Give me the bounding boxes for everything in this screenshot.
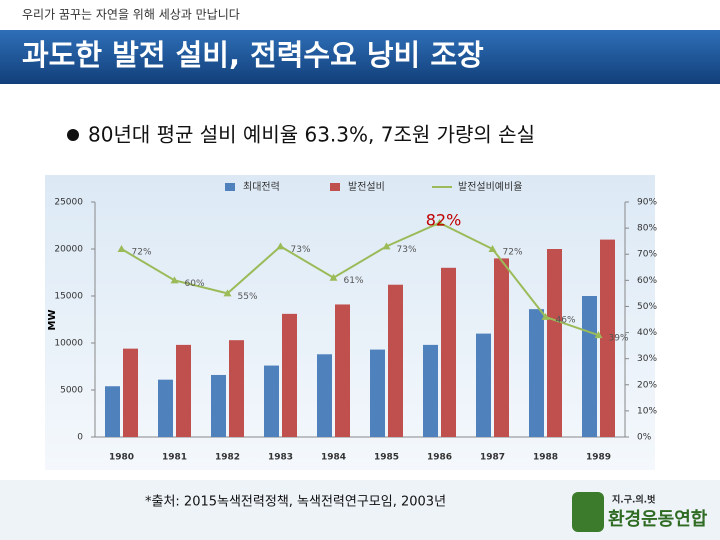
bar xyxy=(476,333,491,437)
bar xyxy=(282,313,297,437)
y2-tick-label: 20% xyxy=(637,380,657,390)
legend-label: 발전설비 xyxy=(348,181,385,193)
x-tick-label: 1989 xyxy=(586,453,611,463)
bar xyxy=(317,354,332,437)
y2-tick-label: 10% xyxy=(637,406,657,416)
y2-tick-label: 60% xyxy=(637,276,657,286)
line-marker xyxy=(488,245,497,252)
y-tick-label: 15000 xyxy=(54,292,83,302)
line xyxy=(120,221,599,337)
bar xyxy=(529,309,544,437)
x-tick-label: 1987 xyxy=(480,453,505,463)
data-label: 61% xyxy=(344,276,364,286)
data-label: 46% xyxy=(556,315,576,325)
bar xyxy=(370,349,385,437)
line-marker xyxy=(329,273,338,281)
tagline: 우리가 꿈꾸는 자연을 위해 세상과 만납니다 xyxy=(22,8,240,22)
x-tick-label: 1985 xyxy=(374,453,399,463)
x-tick-label: 1982 xyxy=(215,453,240,463)
logo-top: 지.구.의.벗 xyxy=(612,494,655,506)
line-marker xyxy=(170,276,179,284)
bar xyxy=(211,374,226,437)
data-label: 82% xyxy=(426,210,462,229)
y-tick-label: 20000 xyxy=(54,245,83,255)
bar xyxy=(264,365,279,437)
legend-swatch xyxy=(330,183,340,191)
bar xyxy=(335,304,350,437)
title-bar xyxy=(0,30,720,84)
data-label: 39% xyxy=(609,334,629,344)
line-marker xyxy=(117,245,126,252)
y2-tick-label: 70% xyxy=(637,250,657,260)
legend-label: 발전설비예비율 xyxy=(458,181,522,193)
x-tick-label: 1981 xyxy=(162,453,187,463)
line-marker xyxy=(541,312,550,320)
bar xyxy=(600,239,615,437)
chart: 0 5000 10000 15000 20000 25000 0% 10% 20% 30% 40% 5… xyxy=(47,181,657,463)
y-axis-label: MW xyxy=(47,310,58,331)
bar xyxy=(158,379,173,437)
bar xyxy=(441,267,456,437)
source-note: *출처: 2015녹색전력정책, 녹색전력연구모임, 2003년 xyxy=(145,495,446,510)
bar xyxy=(494,258,509,437)
bullet-text: 80년대 평균 설비 예비율 63.3%, 7조원 가량의 손실 xyxy=(88,123,535,147)
data-label: 73% xyxy=(397,245,417,255)
y-tick-label: 10000 xyxy=(54,339,83,349)
y-tick-label: 25000 xyxy=(54,198,83,208)
line-marker xyxy=(223,289,232,297)
bar xyxy=(123,348,138,437)
x-tick-label: 1986 xyxy=(427,453,452,463)
y2-tick-label: 40% xyxy=(637,328,657,338)
x-tick-label: 1988 xyxy=(533,453,558,463)
legend-label: 최대전력 xyxy=(243,181,280,193)
bar xyxy=(547,249,562,437)
y2-tick-label: 90% xyxy=(637,198,657,208)
y-tick-label: 5000 xyxy=(60,386,83,396)
y2-tick-label: 30% xyxy=(637,354,657,364)
y2-tick-label: 80% xyxy=(637,224,657,234)
x-tick-label: 1983 xyxy=(268,453,293,463)
bullet-dot xyxy=(67,129,79,141)
y2-tick-label: 0% xyxy=(637,433,652,443)
slide-title: 과도한 발전 설비, 전력수요 낭비 조장 xyxy=(22,38,484,72)
logo-icon xyxy=(572,492,604,532)
bar xyxy=(423,344,438,437)
logo-main: 환경운동연합 xyxy=(608,508,708,530)
line-marker xyxy=(435,218,444,226)
data-label: 72% xyxy=(132,248,152,258)
y2-tick-label: 50% xyxy=(637,302,657,312)
line-marker xyxy=(276,242,285,250)
bar xyxy=(105,386,120,437)
legend-swatch xyxy=(225,183,235,191)
data-label: 55% xyxy=(238,292,258,302)
data-label: 73% xyxy=(291,245,311,255)
y-tick-label: 0 xyxy=(77,433,83,443)
data-label: 60% xyxy=(185,279,205,289)
bar xyxy=(388,284,403,437)
bar xyxy=(229,340,244,437)
bar xyxy=(176,344,191,437)
line-marker xyxy=(382,242,391,250)
data-label: 72% xyxy=(503,248,523,258)
bar xyxy=(582,296,597,437)
x-tick-label: 1984 xyxy=(321,453,346,463)
line-marker xyxy=(594,331,603,339)
x-tick-label: 1980 xyxy=(109,453,134,463)
